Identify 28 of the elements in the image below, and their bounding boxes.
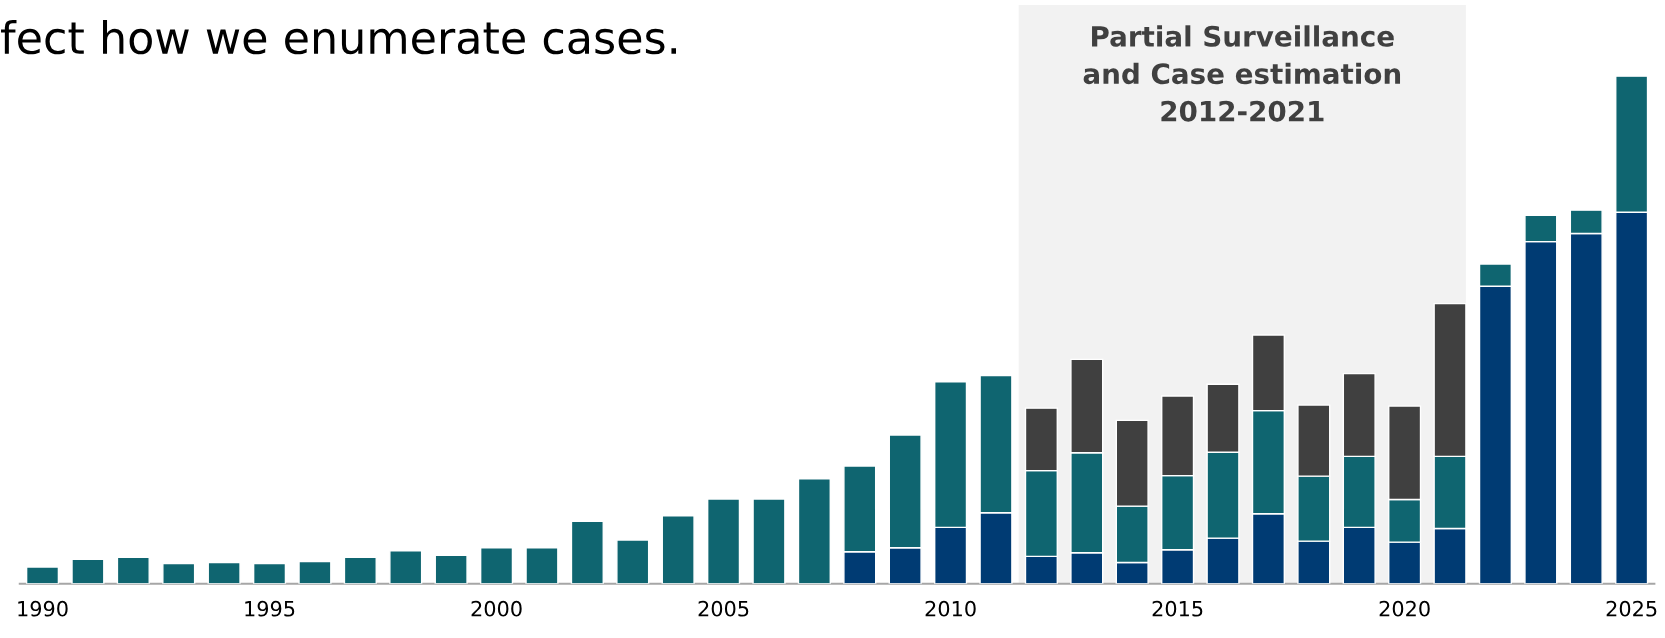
- bar: [525, 547, 559, 584]
- bar: [116, 556, 150, 584]
- x-tick-label: 2020: [1379, 600, 1430, 617]
- x-tick-label: 1995: [245, 600, 295, 617]
- x-tick-label: 2025: [1606, 600, 1657, 617]
- bar: [162, 562, 196, 584]
- bar: [298, 560, 332, 584]
- bar: [434, 554, 468, 584]
- bar: [207, 561, 241, 584]
- x-tick-label: 2000: [471, 600, 522, 617]
- bar: [343, 556, 377, 584]
- bar: [252, 562, 287, 584]
- x-tick-label: 2015: [1152, 600, 1203, 617]
- bar: [25, 566, 60, 584]
- bar: [661, 515, 695, 584]
- bar: [706, 498, 741, 584]
- chart-title: fect how we enumerate cases.: [1, 19, 677, 55]
- x-tick-label: 1990: [18, 600, 68, 617]
- bar: [71, 558, 105, 584]
- x-tick-label: 2005: [698, 600, 749, 617]
- bar: [389, 550, 423, 584]
- bar: [479, 547, 514, 584]
- bar: [752, 498, 786, 584]
- bar: [797, 478, 831, 584]
- x-tick-label: 2010: [925, 600, 976, 617]
- bar: [570, 520, 604, 584]
- band-label: Partial Surveillance and Case estimation 2012-2021: [1083, 25, 1401, 122]
- bar: [616, 539, 650, 584]
